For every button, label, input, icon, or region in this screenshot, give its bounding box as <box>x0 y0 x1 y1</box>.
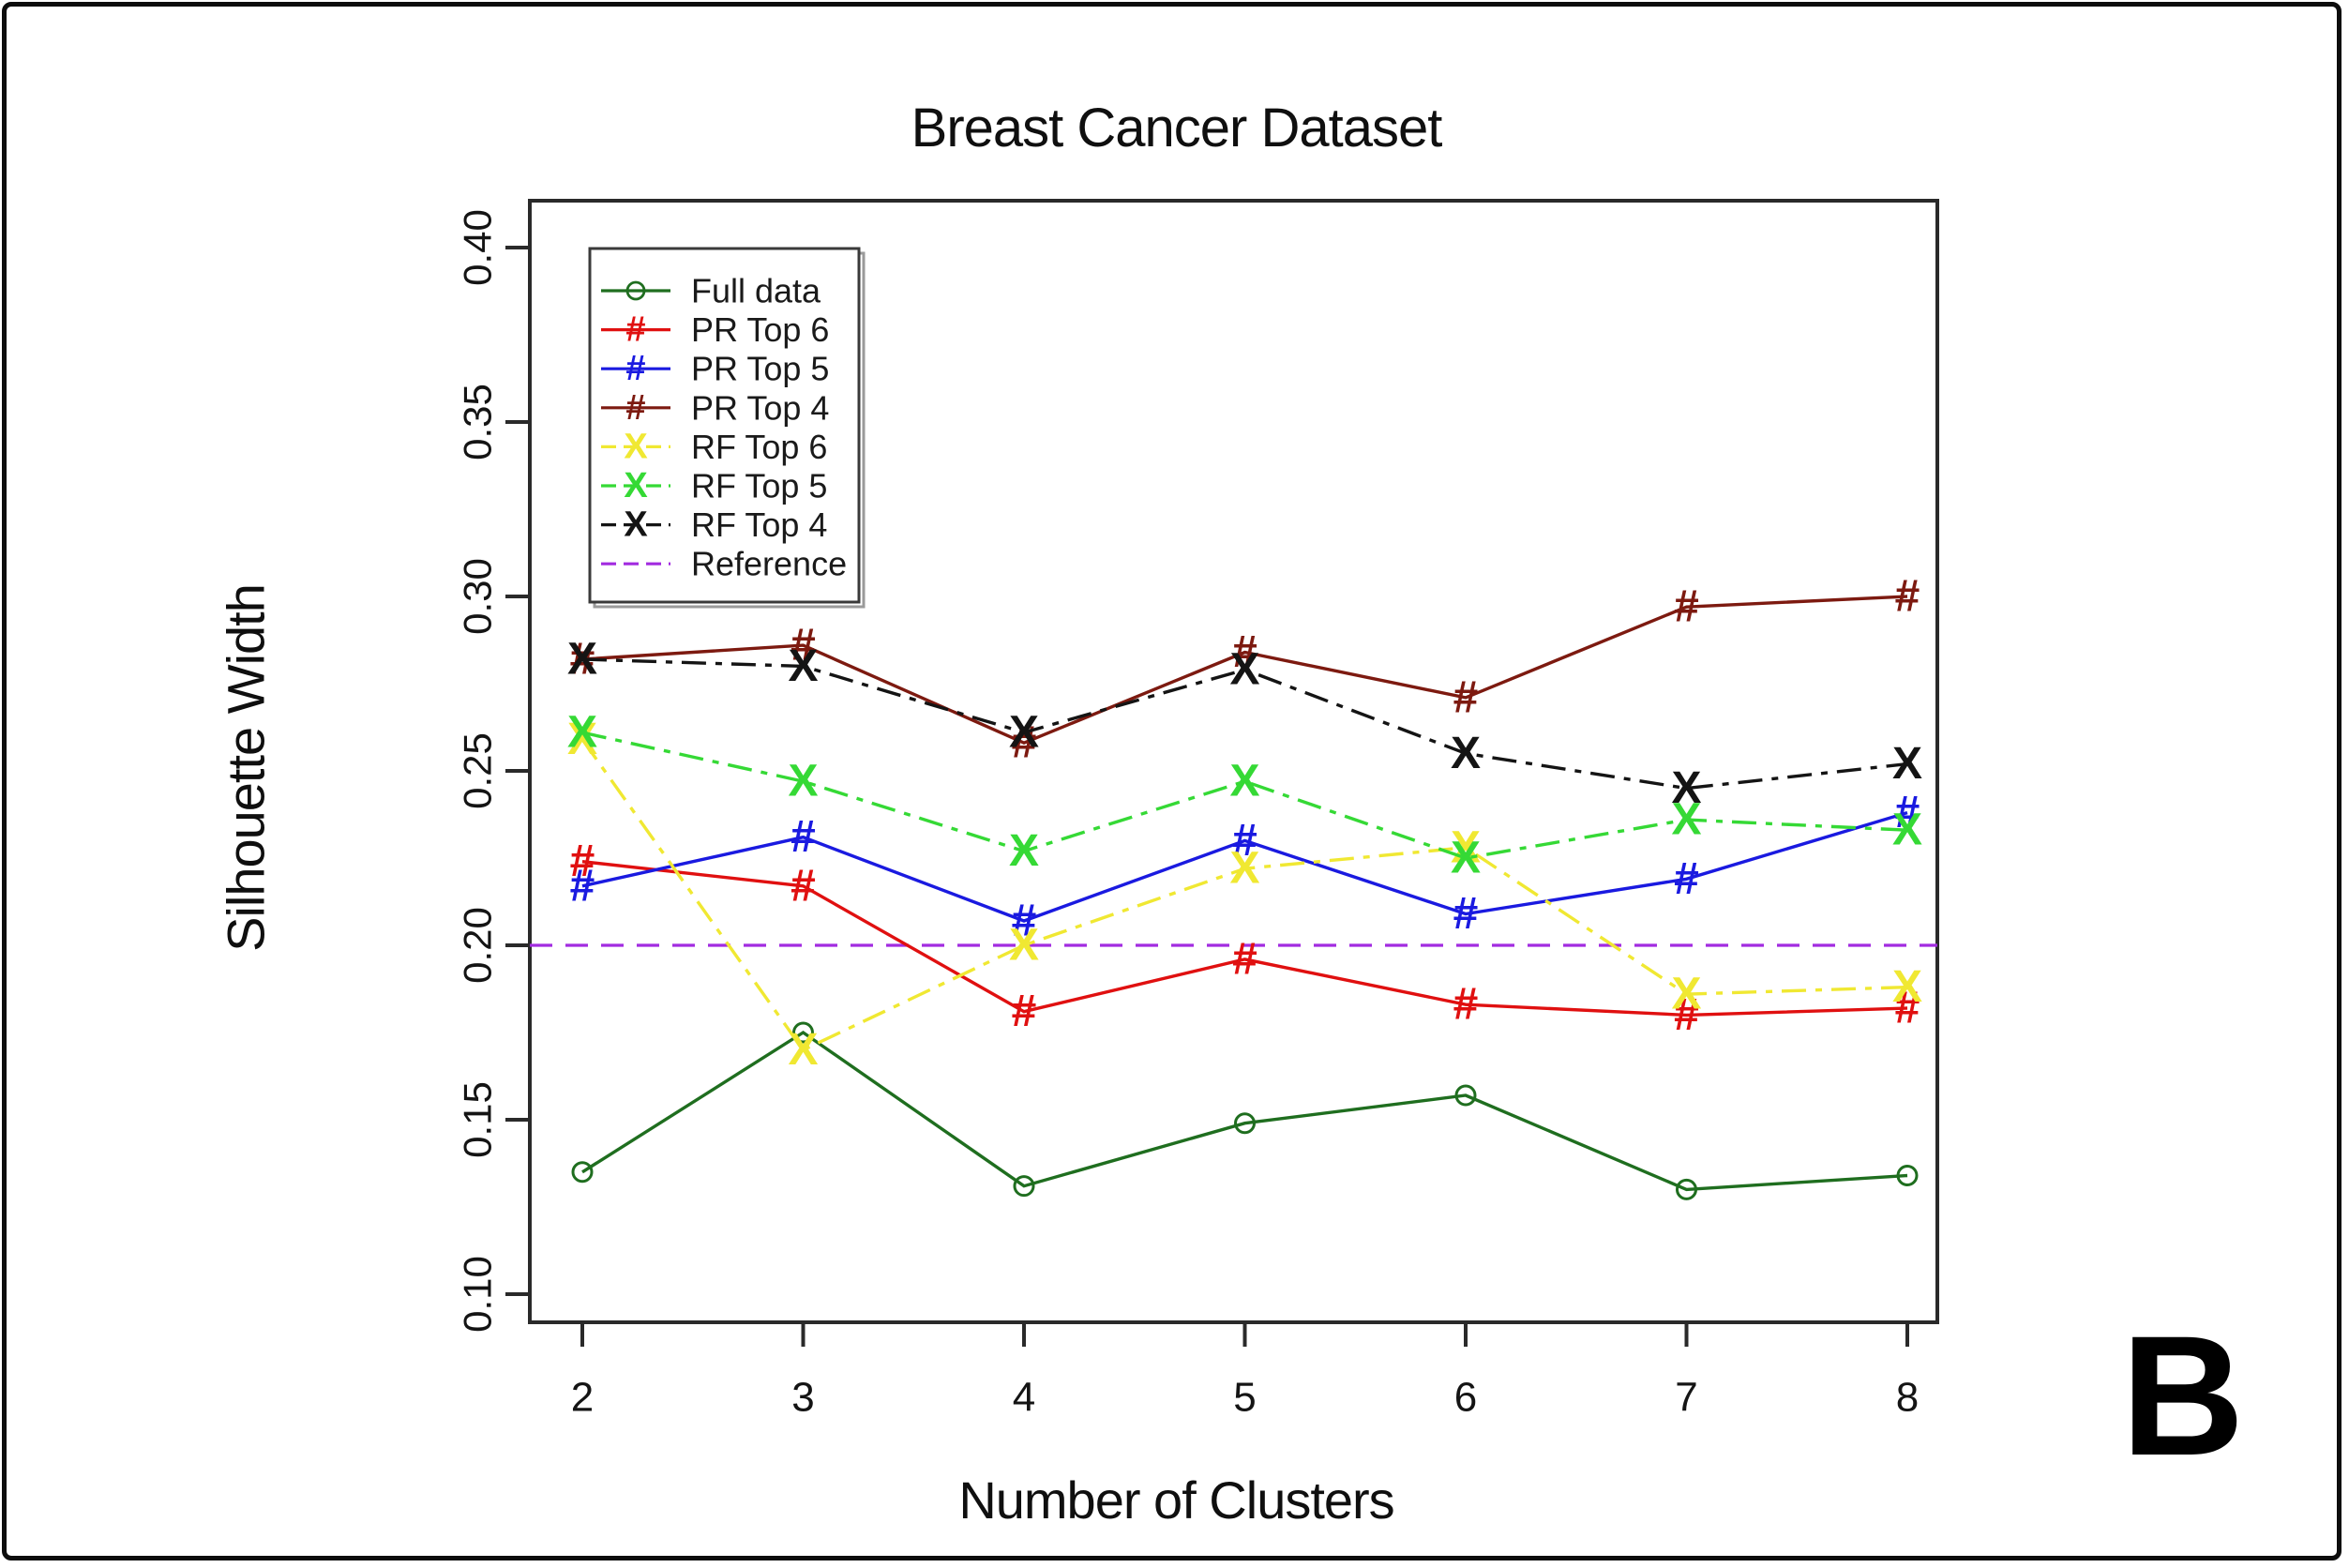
legend-marker: # <box>625 310 645 350</box>
legend-item-pr-top-4: # PR Top 4 <box>601 388 829 428</box>
line-chart: 0.100.150.200.250.300.350.402 3 4 5 6 7 8# ####… <box>456 199 1939 1421</box>
series-line-rf-top-5 <box>581 731 1908 860</box>
marker-rf-top-6: X <box>1009 921 1039 971</box>
legend-label: PR Top 5 <box>691 350 829 388</box>
series-line-rf-top-4 <box>581 657 1908 791</box>
x-tick-label: 6 <box>1454 1375 1477 1421</box>
marker-rf-top-4: X <box>1892 739 1922 789</box>
marker-rf-top-5: X <box>788 757 818 807</box>
y-tick-label: 0.30 <box>456 558 500 635</box>
legend-label: RF Top 5 <box>691 467 827 505</box>
legend-marker: # <box>625 349 645 388</box>
y-tick-label: 0.25 <box>456 732 500 809</box>
marker-pr-top-5: # <box>1232 816 1257 866</box>
legend-marker: X <box>624 427 648 466</box>
marker-rf-top-6: X <box>567 715 597 764</box>
marker-rf-top-4: X <box>1671 763 1701 813</box>
marker-pr-top-4: # <box>1012 718 1037 768</box>
legend-item-reference: Reference <box>601 545 847 583</box>
y-tick-label: 0.15 <box>456 1081 500 1158</box>
series-line-full-data <box>581 1030 1908 1192</box>
legend-marker: # <box>625 388 645 428</box>
marker-full-data <box>571 1161 594 1184</box>
marker-rf-top-5: X <box>1009 826 1039 876</box>
marker-pr-top-4: # <box>1453 672 1479 722</box>
marker-rf-top-5: X <box>1671 795 1701 845</box>
marker-rf-top-6: X <box>1451 822 1481 872</box>
marker-rf-top-4: X <box>1451 729 1481 778</box>
marker-pr-top-6: # <box>1453 980 1479 1030</box>
marker-pr-top-5: # <box>1012 896 1037 945</box>
x-tick-label: 8 <box>1896 1375 1919 1421</box>
legend-label: RF Top 6 <box>691 428 827 466</box>
legend-label: RF Top 4 <box>691 505 827 544</box>
x-tick-label: 3 <box>791 1375 814 1421</box>
legend-label: PR Top 4 <box>691 388 829 427</box>
y-tick-label: 0.40 <box>456 209 500 286</box>
marker-pr-top-5: # <box>1674 854 1699 904</box>
marker-rf-top-6: X <box>1229 844 1259 894</box>
x-tick-label: 4 <box>1013 1375 1035 1421</box>
marker-pr-top-4: # <box>791 621 816 671</box>
legend-marker <box>625 280 646 301</box>
legend-item-full-data: Full data <box>601 272 821 310</box>
legend-item-pr-top-6: # PR Top 6 <box>601 310 829 350</box>
y-tick-label: 0.35 <box>456 384 500 460</box>
marker-pr-top-5: # <box>1453 889 1479 939</box>
marker-rf-top-6: X <box>1671 970 1701 1019</box>
series-line-pr-top-6 <box>581 860 1908 1018</box>
x-tick-label: 5 <box>1233 1375 1256 1421</box>
marker-full-data <box>1896 1165 1919 1187</box>
series-line-pr-top-5 <box>581 810 1908 923</box>
legend-item-pr-top-5: # PR Top 5 <box>601 349 829 388</box>
marker-pr-top-6: # <box>1895 983 1920 1033</box>
marker-rf-top-6: X <box>1892 962 1922 1012</box>
marker-pr-top-6: # <box>791 861 816 911</box>
marker-rf-top-4: X <box>788 641 818 691</box>
marker-full-data <box>1454 1084 1477 1107</box>
marker-pr-top-6: # <box>1232 934 1257 984</box>
marker-rf-top-5: X <box>1451 834 1481 883</box>
y-tick-label: 0.10 <box>456 1256 500 1333</box>
marker-full-data <box>792 1021 814 1044</box>
legend-marker: X <box>624 505 648 545</box>
marker-rf-top-4: X <box>567 634 597 684</box>
marker-full-data <box>1676 1178 1697 1200</box>
marker-pr-top-6: # <box>1012 987 1037 1036</box>
marker-rf-top-5: X <box>1892 806 1922 855</box>
panel-label: B <box>2121 1300 2245 1491</box>
marker-pr-top-6: # <box>570 837 595 886</box>
plot-frame <box>528 199 1939 1324</box>
legend-label: Full data <box>691 272 821 310</box>
legend-marker: X <box>624 466 648 505</box>
chart-title: Breast Cancer Dataset <box>911 98 1443 158</box>
x-tick-label: 2 <box>571 1375 594 1421</box>
marker-pr-top-4: # <box>1895 572 1920 622</box>
legend-item-rf-top-6: X RF Top 6 <box>601 427 827 466</box>
marker-full-data <box>1234 1112 1256 1135</box>
marker-pr-top-5: # <box>791 812 816 862</box>
marker-pr-top-6: # <box>1674 990 1699 1040</box>
marker-pr-top-5: # <box>570 861 595 911</box>
marker-rf-top-4: X <box>1009 708 1039 758</box>
marker-rf-top-5: X <box>567 708 597 758</box>
legend-label: PR Top 6 <box>691 310 829 349</box>
y-tick-label: 0.20 <box>456 907 500 984</box>
marker-rf-top-4: X <box>1229 645 1259 695</box>
series-line-rf-top-6 <box>580 738 1908 1052</box>
marker-rf-top-6: X <box>788 1025 818 1075</box>
x-tick-label: 7 <box>1675 1375 1697 1421</box>
series-line-pr-top-4 <box>581 595 1908 746</box>
legend-box <box>588 247 861 604</box>
marker-pr-top-4: # <box>1674 582 1699 632</box>
legend-label: Reference <box>691 545 847 583</box>
legend-item-rf-top-5: X RF Top 5 <box>601 466 827 505</box>
legend-item-rf-top-4: X RF Top 4 <box>601 505 827 545</box>
marker-rf-top-5: X <box>1229 757 1259 807</box>
x-axis-label: Number of Clusters <box>958 1470 1394 1530</box>
marker-full-data <box>1013 1175 1035 1198</box>
